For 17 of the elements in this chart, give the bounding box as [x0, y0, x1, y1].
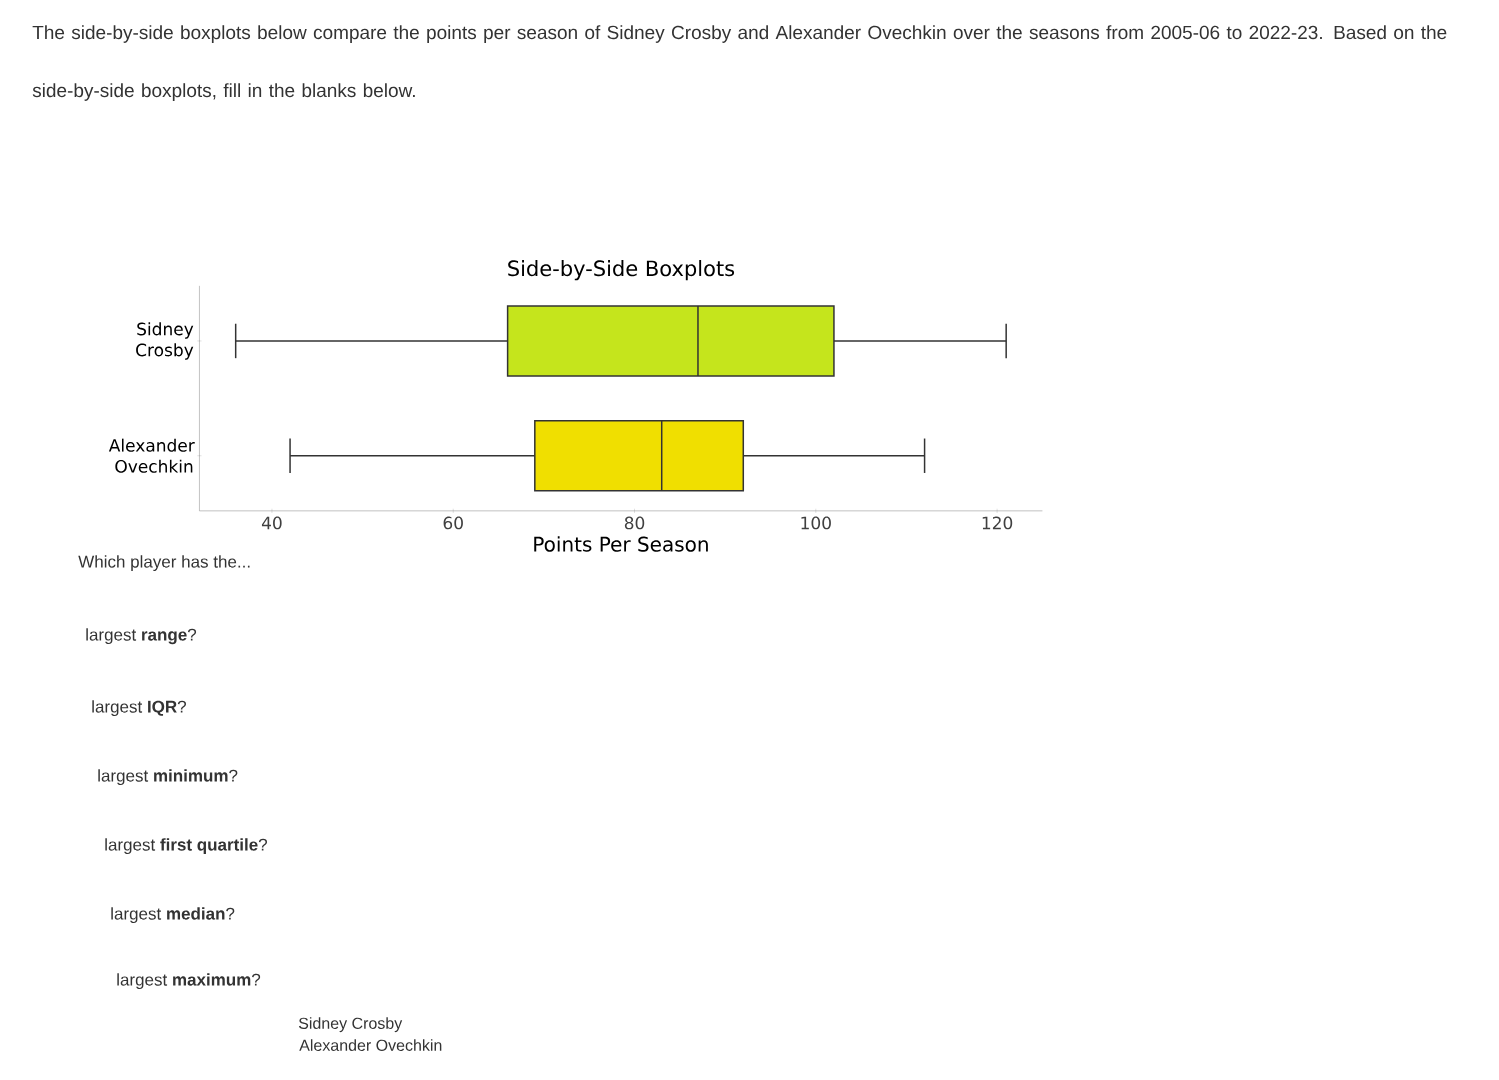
x-tick-label: 60 — [443, 516, 463, 530]
text: Which player has the... — [78, 555, 250, 572]
text: largest median? — [111, 907, 235, 924]
text: The side-by-side boxplots below compare the points per season of Sidney Crosby and Alexander Ovechkin over the seasons from 2005-06 to 2022-23. Based on the side-by-side boxplots, fill in the blanks below. — [32, 25, 1447, 101]
x-axis-title: Points Per Season — [534, 536, 708, 552]
x-tick-label: 80 — [624, 516, 645, 530]
text: Sidney Crosby — [298, 1017, 403, 1033]
text: largest minimum? — [98, 769, 238, 786]
text: largest range? — [86, 628, 197, 645]
x-tick-label: 120 — [982, 516, 1013, 530]
chart-title: Side-by-Side Boxplots — [508, 260, 735, 281]
text: largest maximum? — [117, 973, 261, 990]
x-tick-label: 100 — [801, 516, 831, 530]
text: largest first quartile? — [105, 838, 268, 855]
text: largest IQR? — [92, 700, 186, 717]
x-tick-label: 40 — [261, 516, 282, 530]
text: Alexander Ovechkin — [299, 1039, 442, 1051]
